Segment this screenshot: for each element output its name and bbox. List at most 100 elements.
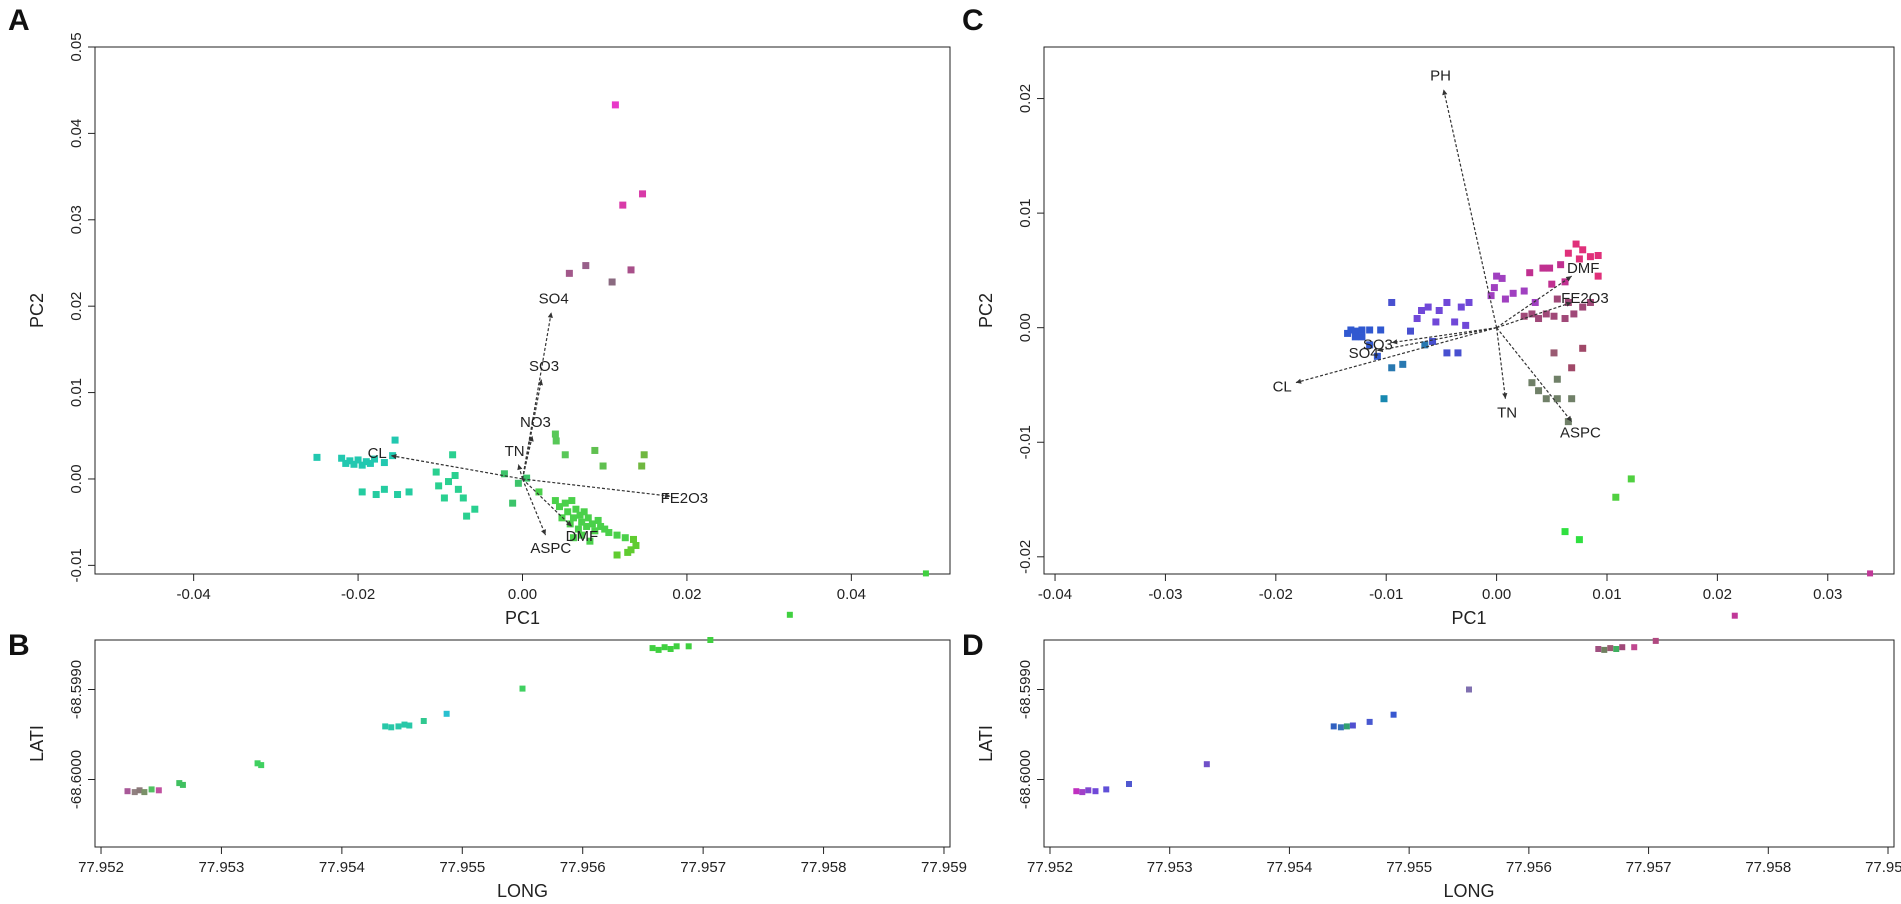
x-tick-label: 77.954 — [1266, 859, 1312, 876]
loading-arrowhead — [1565, 276, 1572, 282]
data-point — [388, 724, 395, 731]
data-point — [564, 508, 572, 516]
panel-d-frame — [1043, 639, 1895, 848]
loading-arrow — [1496, 301, 1572, 329]
data-point — [1731, 612, 1738, 619]
data-point — [449, 451, 457, 459]
data-point — [1465, 298, 1473, 306]
panel-b-chart: 77.952 77.953 77.954 77.955 77.956 77.957 77.9… — [27, 570, 967, 901]
data-point — [1557, 261, 1565, 269]
data-point — [1435, 307, 1443, 314]
data-point — [471, 505, 479, 513]
data-point — [1509, 289, 1517, 297]
x-tick-label: 77.952 — [78, 859, 124, 876]
data-point — [1548, 280, 1556, 288]
data-point — [395, 723, 402, 730]
data-point — [1652, 637, 1659, 644]
data-point — [1330, 723, 1337, 730]
loading-arrowhead — [541, 529, 546, 536]
data-point — [922, 570, 929, 577]
loading-arrowhead — [1295, 378, 1302, 384]
data-point — [1349, 722, 1356, 729]
panel-letter-b: B — [8, 629, 30, 662]
panel-letter-d: D — [962, 629, 984, 662]
y-tick-label: 0.02 — [68, 292, 85, 321]
data-point — [405, 488, 413, 496]
data-point — [1594, 272, 1602, 280]
loading-arrowhead — [390, 454, 397, 460]
data-point — [624, 548, 632, 556]
data-point — [1528, 379, 1536, 387]
y-axis-title: PC2 — [976, 293, 996, 328]
data-point — [578, 518, 586, 526]
data-point — [1406, 327, 1414, 335]
loading-label: NO3 — [520, 414, 551, 431]
data-point — [1443, 349, 1451, 357]
data-point — [786, 611, 793, 618]
y-tick-label: -0.02 — [1017, 540, 1034, 574]
loading-arrow — [1377, 327, 1497, 352]
data-point — [1570, 310, 1578, 318]
x-axis-title: PC1 — [505, 608, 540, 628]
data-point — [371, 455, 379, 463]
loading-label: PH — [1430, 68, 1451, 85]
data-point — [1366, 718, 1373, 725]
y-tick-label: 0.02 — [1017, 84, 1034, 113]
data-point — [1203, 761, 1210, 768]
loading-label: CL — [368, 445, 387, 462]
x-tick-label: 0.00 — [508, 586, 537, 603]
loading-arrowhead — [547, 312, 553, 318]
x-tick-label: 77.959 — [1865, 859, 1901, 876]
data-point — [1388, 298, 1396, 306]
data-point — [366, 459, 374, 467]
data-point — [1586, 298, 1594, 306]
data-point — [391, 436, 399, 444]
data-point — [443, 710, 450, 717]
x-tick-label: 77.953 — [198, 859, 244, 876]
data-point — [583, 522, 591, 530]
y-axis-title: PC2 — [27, 293, 47, 328]
panel-d-chart: 77.952 77.953 77.954 77.955 77.956 77.957 77.9… — [976, 570, 1901, 901]
data-point — [346, 457, 354, 465]
panel-c-frame — [1043, 46, 1895, 575]
data-point — [1390, 711, 1397, 718]
data-point — [1568, 395, 1576, 403]
data-point — [1539, 264, 1547, 272]
data-point — [1457, 303, 1465, 311]
data-point — [685, 643, 692, 650]
data-point — [372, 491, 380, 499]
loading-label: SO3 — [529, 358, 559, 375]
data-point — [523, 474, 531, 482]
y-tick-label: 0.05 — [68, 32, 85, 61]
x-tick-label: 0.00 — [1482, 586, 1511, 603]
data-point — [459, 494, 467, 502]
panel-b-frame — [94, 639, 951, 848]
data-point — [551, 430, 559, 438]
data-point — [451, 472, 459, 480]
data-point — [1528, 310, 1536, 318]
data-point — [1594, 252, 1602, 260]
loading-arrow — [1496, 275, 1573, 329]
data-point — [1542, 310, 1550, 318]
x-tick-label: -0.04 — [177, 586, 211, 603]
x-tick-label: 77.958 — [801, 859, 847, 876]
data-point — [608, 278, 616, 286]
x-tick-label: 0.04 — [837, 586, 866, 603]
loading-arrow — [1391, 327, 1497, 344]
data-point — [131, 789, 138, 796]
x-tick-label: 77.959 — [921, 859, 967, 876]
loading-arrow — [521, 435, 533, 480]
data-point — [561, 499, 569, 507]
x-axis-title: LONG — [1443, 881, 1494, 901]
data-point — [1413, 315, 1421, 323]
x-axis-title: LONG — [497, 881, 548, 901]
y-tick-label: -0.01 — [1017, 425, 1034, 459]
data-point — [1388, 364, 1396, 372]
data-point — [629, 535, 637, 543]
data-point — [1607, 645, 1614, 652]
panel-letter-a: A — [8, 4, 30, 37]
data-point — [1073, 788, 1080, 795]
data-point — [148, 786, 155, 793]
data-point — [586, 537, 594, 545]
